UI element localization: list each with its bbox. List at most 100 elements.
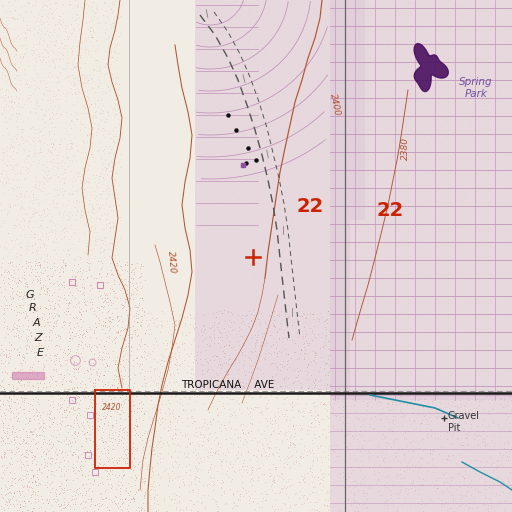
Point xyxy=(482,274,490,282)
Point xyxy=(387,435,395,443)
Point xyxy=(227,318,235,327)
Point xyxy=(77,310,85,318)
Point xyxy=(343,208,351,216)
Point xyxy=(236,133,244,141)
Point xyxy=(227,395,236,403)
Point xyxy=(167,313,175,322)
Point xyxy=(359,95,367,103)
Point xyxy=(464,487,472,496)
Point xyxy=(359,9,368,17)
Point xyxy=(297,346,305,354)
Point xyxy=(247,347,255,355)
Point xyxy=(274,67,282,75)
Point xyxy=(502,396,510,404)
Point xyxy=(456,396,464,404)
Point xyxy=(55,357,63,365)
Point xyxy=(359,284,367,292)
Point xyxy=(287,90,295,98)
Point xyxy=(466,410,475,418)
Point xyxy=(8,460,16,468)
Point xyxy=(265,316,273,325)
Point xyxy=(436,431,444,439)
Point xyxy=(494,56,502,64)
Point xyxy=(154,470,162,478)
Point xyxy=(288,380,296,388)
Point xyxy=(322,489,330,497)
Point xyxy=(357,432,365,440)
Point xyxy=(36,260,44,268)
Point xyxy=(463,407,472,415)
Point xyxy=(46,301,54,309)
Point xyxy=(365,231,373,240)
Point xyxy=(467,238,475,246)
Point xyxy=(193,432,201,440)
Point xyxy=(484,111,493,119)
Point xyxy=(307,263,315,271)
Point xyxy=(89,480,97,488)
Point xyxy=(47,326,55,334)
Point xyxy=(447,3,456,11)
Point xyxy=(53,316,61,325)
Point xyxy=(471,411,479,419)
Point xyxy=(347,89,355,97)
Text: G: G xyxy=(26,290,34,300)
Point xyxy=(416,493,424,501)
Point xyxy=(503,255,511,264)
Point xyxy=(267,283,275,291)
Point xyxy=(204,14,212,23)
Point xyxy=(424,139,432,147)
Point xyxy=(195,0,203,8)
Point xyxy=(110,371,118,379)
Point xyxy=(118,323,126,331)
Point xyxy=(82,45,90,53)
Point xyxy=(298,155,306,163)
Point xyxy=(135,300,143,308)
Point xyxy=(33,411,41,419)
Point xyxy=(411,420,419,428)
Point xyxy=(93,14,101,22)
Point xyxy=(210,229,218,237)
Point xyxy=(488,61,497,69)
Point xyxy=(379,360,388,368)
Point xyxy=(19,406,28,414)
Point xyxy=(0,177,7,185)
Point xyxy=(59,437,68,445)
Point xyxy=(74,490,82,499)
Point xyxy=(382,373,390,381)
Point xyxy=(403,138,412,146)
Point xyxy=(124,372,133,380)
Point xyxy=(61,435,70,443)
Point xyxy=(276,271,284,280)
Point xyxy=(434,89,442,97)
Point xyxy=(186,496,195,504)
Point xyxy=(28,370,36,378)
Point xyxy=(102,466,111,475)
Point xyxy=(477,19,485,27)
Point xyxy=(369,216,377,224)
Point xyxy=(355,82,363,90)
Point xyxy=(50,366,58,374)
Point xyxy=(503,474,511,482)
Point xyxy=(421,103,429,111)
Point xyxy=(107,270,115,278)
Point xyxy=(457,73,465,81)
Point xyxy=(454,470,462,478)
Point xyxy=(156,437,164,445)
Point xyxy=(407,329,415,337)
Point xyxy=(35,136,43,144)
Point xyxy=(240,87,248,95)
Point xyxy=(101,187,109,196)
Point xyxy=(71,395,79,403)
Point xyxy=(250,326,259,334)
Point xyxy=(280,406,288,414)
Point xyxy=(328,262,336,270)
Point xyxy=(192,34,200,42)
Point xyxy=(41,266,49,274)
Point xyxy=(20,34,29,42)
Point xyxy=(413,30,421,38)
Point xyxy=(317,195,325,203)
Point xyxy=(206,417,214,425)
Point xyxy=(212,411,221,419)
Point xyxy=(50,259,58,267)
Point xyxy=(15,184,23,192)
